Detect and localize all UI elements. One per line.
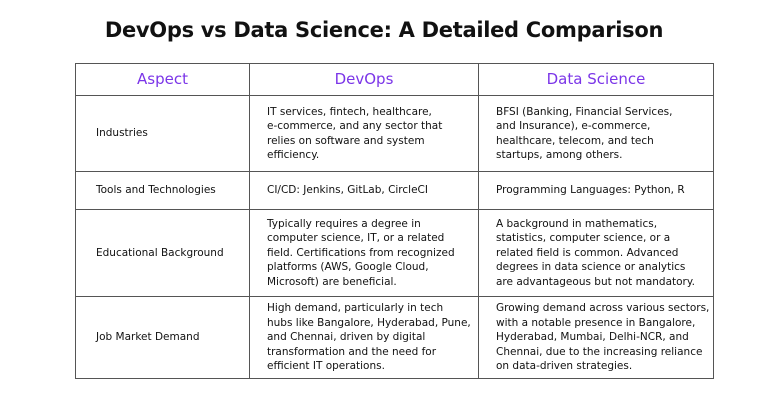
- detail-cell: BFSI (Banking, Financial Services, and In…: [478, 95, 714, 172]
- cell-line: Typically requires a degree in: [267, 217, 421, 230]
- cell-line: High demand, particularly in tech: [267, 302, 444, 315]
- header-cell: DevOps: [249, 63, 479, 96]
- detail-cell: Programming Languages: Python, R: [478, 171, 714, 210]
- detail-cell: A background in mathematics, statistics, …: [478, 209, 714, 297]
- cell-line: related field is common. Advanced: [496, 246, 679, 259]
- cell-line: statistics, computer science, or a: [496, 232, 671, 245]
- header-row: Aspect DevOps Data Science: [75, 63, 714, 96]
- cell-line: with a notable presence in Bangalore,: [496, 316, 696, 329]
- header-cell: Data Science: [478, 63, 714, 96]
- cell-line: computer science, IT, or a related: [267, 232, 445, 245]
- table-row: Educational Background Typically requires…: [75, 209, 714, 297]
- cell-line: are advantageous but not mandatory.: [496, 275, 695, 288]
- cell-line: transformation and the need for: [267, 345, 437, 358]
- detail-cell: Typically requires a degree in computer s…: [249, 209, 479, 297]
- detail-cell: Growing demand across various sectors, wi…: [478, 296, 714, 379]
- cell-line: hubs like Bangalore, Hyderabad, Pune,: [267, 316, 471, 329]
- cell-line: e-commerce, and any sector that: [267, 120, 443, 132]
- cell-line: A background in mathematics,: [496, 217, 658, 230]
- detail-cell: IT services, fintech, healthcare, e-comme…: [249, 95, 479, 172]
- cell-line: healthcare, telecom, and tech: [496, 134, 654, 147]
- cell-line: startups, among others.: [496, 149, 623, 161]
- cell-line: CI/CD: Jenkins, GitLab, CircleCI: [267, 184, 428, 197]
- cell-line: and Chennai, driven by digital: [267, 331, 426, 344]
- cell-line: efficiency.: [267, 149, 320, 161]
- cell-line: degrees in data science or analytics: [496, 261, 686, 274]
- cell-line: field. Certifications from recognized: [267, 246, 455, 259]
- cell-line: Chennai, due to the increasing reliance: [496, 345, 703, 358]
- table-row: Job Market Demand High demand, particular…: [75, 296, 714, 379]
- detail-cell: High demand, particularly in tech hubs li…: [249, 296, 479, 379]
- cell-line: Microsoft) are beneficial.: [267, 275, 397, 288]
- detail-cell: CI/CD: Jenkins, GitLab, CircleCI: [249, 171, 479, 210]
- cell-line: and Insurance), e-commerce,: [496, 120, 651, 132]
- aspect-cell: Educational Background: [75, 209, 250, 297]
- cell-line: on data-driven strategies.: [496, 360, 633, 373]
- cell-line: platforms (AWS, Google Cloud,: [267, 261, 429, 274]
- cell-line: Hyderabad, Mumbai, Delhi-NCR, and: [496, 331, 689, 344]
- cell-line: IT services, fintech, healthcare,: [267, 105, 432, 118]
- page-title: DevOps vs Data Science: A Detailed Compa…: [104, 18, 664, 42]
- cell-line: BFSI (Banking, Financial Services,: [496, 105, 673, 118]
- aspect-cell: Tools and Technologies: [75, 171, 250, 210]
- table-row: Industries IT services, fintech, healthca…: [75, 95, 714, 172]
- comparison-table: Aspect DevOps Data Science Industries IT se…: [75, 63, 714, 379]
- cell-line: efficient IT operations.: [267, 360, 385, 373]
- cell-line: Growing demand across various sectors,: [496, 302, 710, 315]
- aspect-cell: Industries: [75, 95, 250, 172]
- cell-line: relies on software and system: [267, 134, 425, 147]
- cell-line: Programming Languages: Python, R: [496, 184, 685, 197]
- header-cell: Aspect: [75, 63, 250, 96]
- aspect-cell: Job Market Demand: [75, 296, 250, 379]
- table-row: Tools and Technologies CI/CD: Jenkins, Gi…: [75, 171, 714, 210]
